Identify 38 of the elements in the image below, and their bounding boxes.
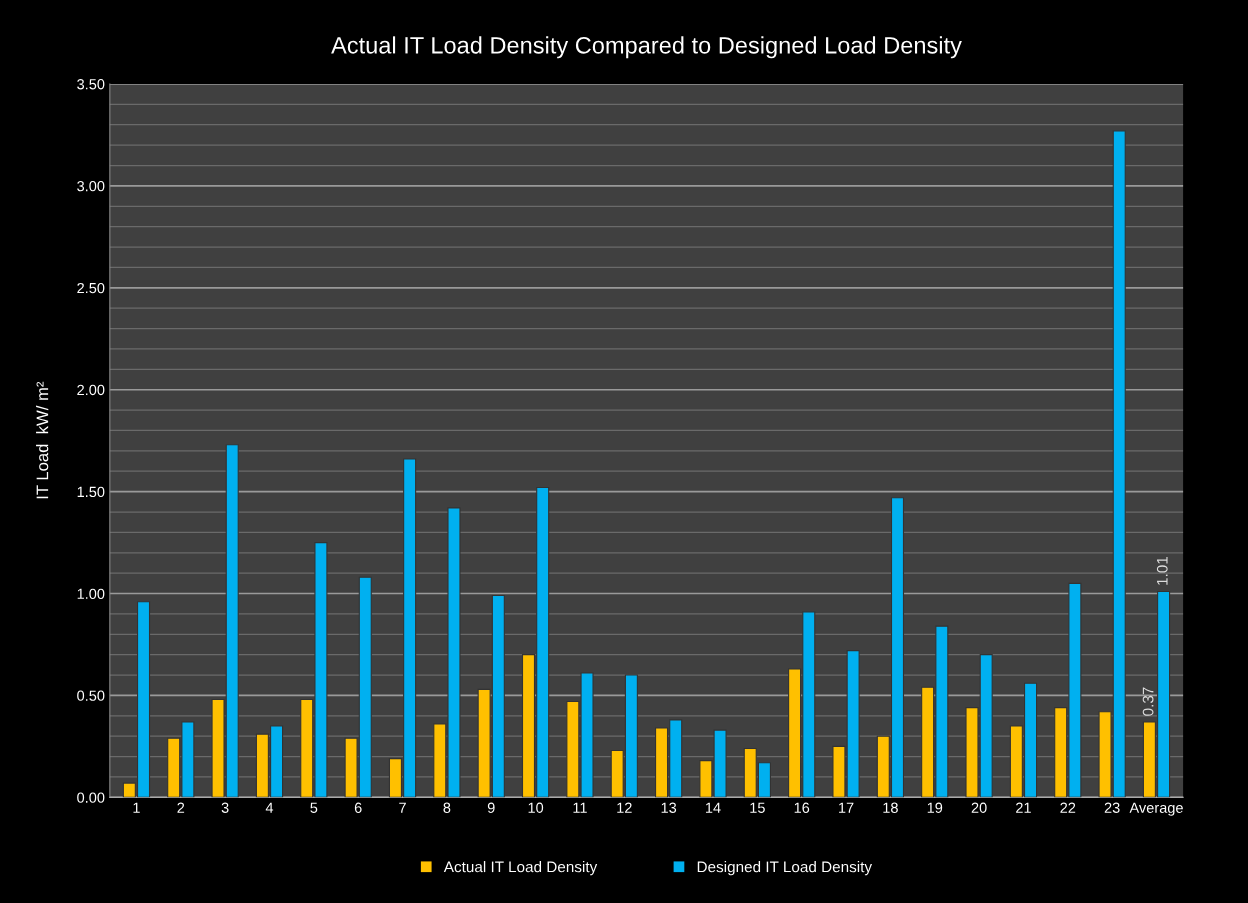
- x-tick-label: 11: [573, 802, 587, 813]
- x-tick-label: 18: [883, 802, 898, 813]
- y-tick-label: 3.50: [77, 79, 105, 90]
- x-tick-label: 13: [661, 802, 677, 813]
- x-tick-label: 12: [617, 802, 632, 813]
- y-axis-title: IT Load kW/ m²: [36, 381, 49, 499]
- x-tick-label: 9: [487, 802, 495, 813]
- x-tick-label: 17: [839, 802, 854, 813]
- x-tick-label: 3: [221, 802, 229, 813]
- data-label: 1.01: [1156, 556, 1168, 585]
- x-tick-label: 2: [177, 802, 185, 813]
- y-tick-label: 1.00: [77, 588, 105, 599]
- x-tick-label: 7: [399, 802, 406, 813]
- x-tick-label: 23: [1104, 802, 1120, 813]
- x-tick-label: 6: [354, 802, 362, 813]
- legend-label: Designed IT Load Density: [697, 861, 873, 876]
- y-tick-label: 3.00: [77, 180, 105, 192]
- x-tick-label: 4: [265, 802, 274, 813]
- legend-label: Actual IT Load Density: [443, 861, 598, 876]
- x-tick-label: Average: [1129, 802, 1183, 816]
- x-tick-label: 22: [1060, 802, 1076, 813]
- x-tick-label: 5: [310, 802, 318, 813]
- x-tick-label: 15: [750, 802, 765, 813]
- chart-title: Actual IT Load Density Compared to Designed Load Density: [331, 36, 962, 59]
- x-tick-label: 1: [133, 802, 140, 813]
- x-tick-label: 20: [971, 802, 987, 813]
- x-tick-label: 14: [705, 802, 721, 813]
- x-tick-label: 10: [528, 802, 544, 813]
- y-tick-label: 1.50: [77, 486, 105, 498]
- x-tick-label: 16: [794, 802, 810, 813]
- x-tick-label: 19: [927, 802, 943, 813]
- y-tick-label: 2.50: [77, 282, 105, 294]
- x-tick-label: 21: [1016, 802, 1031, 813]
- y-tick-label: 0.50: [77, 690, 105, 701]
- x-tick-label: 8: [443, 802, 451, 813]
- y-tick-label: 0.00: [77, 792, 105, 803]
- data-label: 0.37: [1142, 687, 1154, 716]
- y-tick-label: 2.00: [77, 384, 105, 396]
